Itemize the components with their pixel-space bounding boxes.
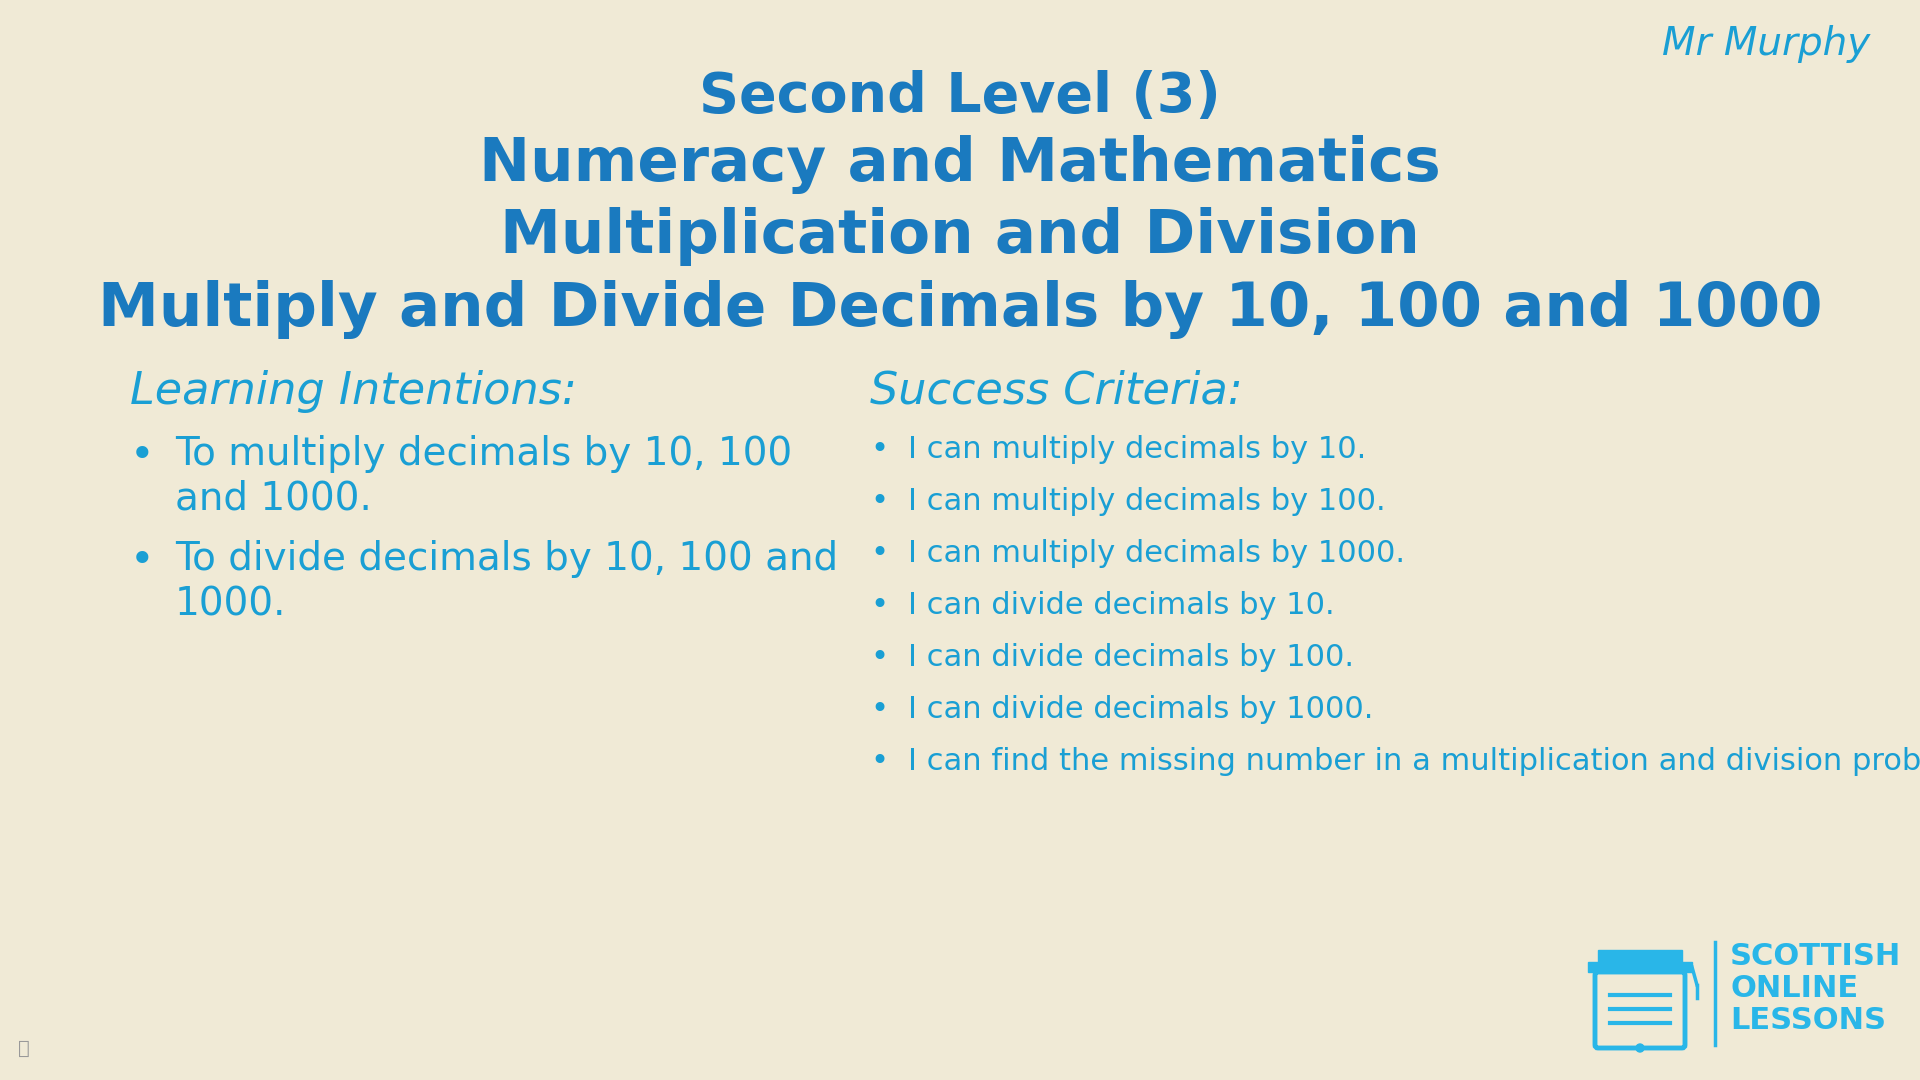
Polygon shape	[1588, 962, 1692, 972]
Text: SCOTTISH: SCOTTISH	[1730, 942, 1901, 971]
Text: 🔈: 🔈	[17, 1039, 29, 1058]
Circle shape	[1636, 1044, 1644, 1052]
Text: Numeracy and Mathematics: Numeracy and Mathematics	[480, 135, 1440, 194]
Text: LESSONS: LESSONS	[1730, 1005, 1885, 1035]
Text: •: •	[870, 435, 889, 464]
Text: To multiply decimals by 10, 100: To multiply decimals by 10, 100	[175, 435, 793, 473]
Text: Success Criteria:: Success Criteria:	[870, 370, 1242, 413]
Polygon shape	[1597, 950, 1682, 962]
Text: I can divide decimals by 10.: I can divide decimals by 10.	[908, 591, 1334, 620]
Text: Multiply and Divide Decimals by 10, 100 and 1000: Multiply and Divide Decimals by 10, 100 …	[98, 280, 1822, 339]
Text: and 1000.: and 1000.	[175, 480, 372, 518]
Text: I can multiply decimals by 100.: I can multiply decimals by 100.	[908, 487, 1386, 516]
Text: I can multiply decimals by 1000.: I can multiply decimals by 1000.	[908, 539, 1405, 568]
Text: •: •	[870, 591, 889, 620]
Text: To divide decimals by 10, 100 and: To divide decimals by 10, 100 and	[175, 540, 839, 578]
Text: I can divide decimals by 1000.: I can divide decimals by 1000.	[908, 696, 1373, 724]
Text: •: •	[870, 643, 889, 672]
Text: ONLINE: ONLINE	[1730, 974, 1859, 1003]
Text: I can multiply decimals by 10.: I can multiply decimals by 10.	[908, 435, 1367, 464]
Text: Learning Intentions:: Learning Intentions:	[131, 370, 576, 413]
Text: Mr Murphy: Mr Murphy	[1661, 25, 1870, 63]
Text: •: •	[870, 487, 889, 516]
Text: I can find the missing number in a multiplication and division problem.: I can find the missing number in a multi…	[908, 747, 1920, 777]
Text: •: •	[870, 747, 889, 777]
Text: 1000.: 1000.	[175, 585, 286, 623]
Text: •: •	[870, 539, 889, 568]
Text: •: •	[131, 435, 156, 477]
Text: Multiplication and Division: Multiplication and Division	[499, 207, 1421, 266]
Text: I can divide decimals by 100.: I can divide decimals by 100.	[908, 643, 1354, 672]
Text: •: •	[131, 540, 156, 582]
Text: •: •	[870, 696, 889, 724]
Text: Second Level (3): Second Level (3)	[699, 70, 1221, 124]
